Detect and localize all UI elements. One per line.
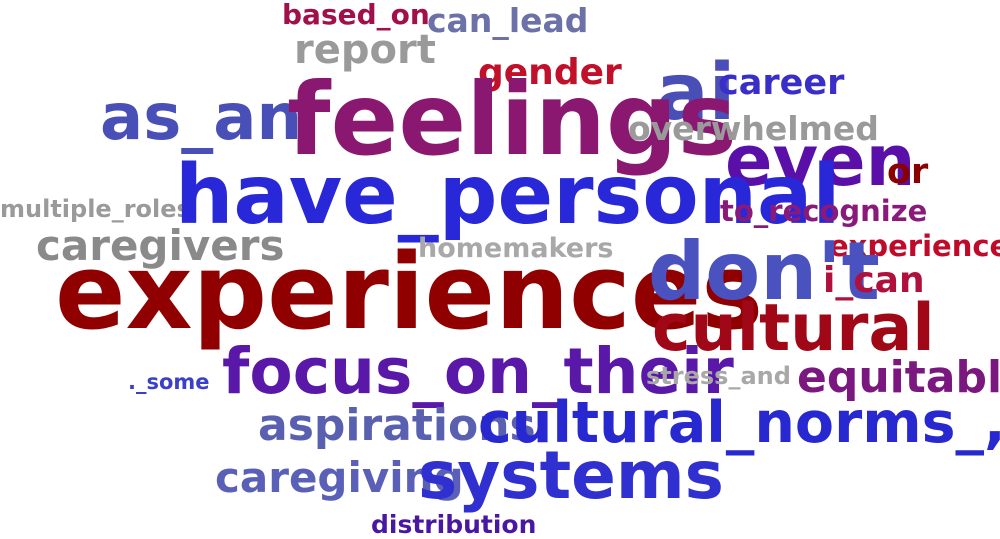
word-dont: don't [648,225,880,318]
word-distribution: distribution [371,510,537,539]
word-caregivers: caregivers [36,221,285,270]
word-report: report [294,27,436,73]
word-homemakers: homemakers [418,233,614,264]
word-systems: systems [418,437,724,514]
word-based-on: based_on [282,0,430,31]
word-or: or [887,152,929,192]
word-experiences: experiences [55,231,764,353]
word-focus-on-their: focus_on_their [222,335,734,408]
word-multiple-roles: multiple_roles [0,195,191,223]
word-have-personal: have_personal [175,148,841,243]
word-cultural: cultural [652,291,935,366]
word-to-recognize: to_recognize [720,194,928,228]
word-some: ._some [128,370,210,394]
word-even: even [725,120,916,202]
word-caregiving: caregiving [215,453,464,502]
word-can-lead: can_lead [427,1,589,40]
word-aspirations: aspirations [258,400,536,451]
word-career: career [718,63,845,103]
word-gender: gender [478,52,622,93]
word-equitable: equitable [797,352,1000,403]
word-feelings: feelings [287,61,737,178]
word-experience: experience [829,229,1000,263]
word-cultural-norms: cultural_norms_, [478,390,1000,456]
word-overwhelmed: overwhelmed [628,109,879,148]
word-ai: ai [656,48,736,138]
word-as-an: as_an [100,81,303,155]
word-i-can: i_can [823,260,925,301]
word-stress-and: stress_and [646,362,791,390]
